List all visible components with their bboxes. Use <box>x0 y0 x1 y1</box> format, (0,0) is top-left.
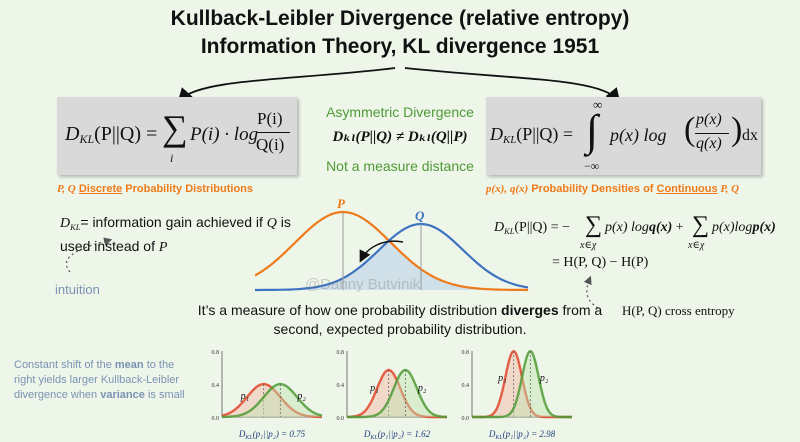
left-paren: ( <box>684 111 696 148</box>
continuous-formula-box: DKL(P||Q) = ∞ ∫ −∞ p(x) log ( p(x) q(x) … <box>486 97 761 175</box>
watermark: @Danny Butvinik <box>305 276 421 293</box>
y-tick-label: 0.4 <box>212 383 220 389</box>
discrete-formula: DKL(P||Q) = <box>65 123 158 146</box>
central-p-curve <box>255 210 529 292</box>
entropy-equation: DKL(P||Q) = − <box>494 220 570 236</box>
series-fill <box>472 351 572 417</box>
entropy-term-2: p(x)logp(x) <box>712 220 776 235</box>
p-label: P <box>337 198 346 211</box>
continuous-denominator: q(x) <box>696 135 722 152</box>
series-line <box>347 368 447 419</box>
kl-value-caption: DKL(p₁||p₂) = 2.98 <box>488 429 556 440</box>
distribution-illustration: P Q <box>255 198 530 292</box>
arrow-right-curve <box>404 67 621 103</box>
discrete-denominator: Q(i) <box>256 135 285 154</box>
y-tick-label: 0.8 <box>212 350 220 356</box>
y-tick-label: 0.4 <box>337 383 345 389</box>
not-measure-label: Not a measure distance <box>326 158 474 174</box>
y-tick-label: 0.0 <box>337 416 345 422</box>
entropy-sum-1-index: x∈χ <box>580 240 597 251</box>
continuous-lhs: DKL(P||Q) = <box>490 124 574 146</box>
info-gain-text: DKL= information gain achieved if Q is u… <box>60 214 291 255</box>
kl-value-caption: DKL(p₁||p₂) = 0.75 <box>238 429 306 440</box>
intuition-label: intuition <box>55 282 100 297</box>
central-q-curve <box>255 222 529 292</box>
series-fill <box>222 384 322 417</box>
continuous-body: p(x) log <box>610 125 667 145</box>
integral-upper: ∞ <box>593 97 603 112</box>
entropy-sum-1: ∑ <box>585 212 603 238</box>
y-tick-label: 0.4 <box>462 383 470 389</box>
y-tick-label: 0.0 <box>212 416 220 422</box>
series-fill <box>472 351 572 417</box>
shift-note: Constant shift of the mean to the right … <box>14 359 185 401</box>
title-line-1: Kullback-Leibler Divergence (relative en… <box>170 7 630 30</box>
cross-entropy-label: H(P, Q) cross entropy <box>622 303 735 318</box>
q-label: Q <box>415 208 425 223</box>
sum-symbol: ∑ <box>162 108 188 148</box>
discrete-caption: P, Q Discrete Probability Distributions <box>57 183 254 195</box>
integral-lower: −∞ <box>584 159 600 173</box>
dx: dx <box>742 127 758 144</box>
shift-arrow <box>359 240 404 263</box>
series-label: p₁ <box>240 391 249 402</box>
continuous-caption: p(x), q(x) Probability Densities of Cont… <box>486 183 740 195</box>
entropy-line-2: = H(P, Q) − H(P) <box>552 255 649 270</box>
continuous-numerator: p(x) <box>696 111 722 128</box>
series-label: p₂ <box>539 373 549 384</box>
entropy-sum-2-index: x∈χ <box>688 240 705 251</box>
series-fill <box>347 370 447 417</box>
kl-chart-2: 0.0 0.4 0.8 p₁ p₂ DKL(p₁||p₂) = 1.62 <box>337 350 447 440</box>
discrete-formula-box: DKL(P||Q) = ∑ i P(i) · log P(i) Q(i) <box>57 97 297 175</box>
entropy-sum-2: ∑ <box>692 212 710 238</box>
series-line <box>472 350 572 419</box>
fraction-bar <box>256 132 290 133</box>
discrete-body: P(i) · log <box>190 124 259 145</box>
y-tick-label: 0.8 <box>462 350 470 356</box>
y-tick-label: 0.0 <box>462 416 470 422</box>
asymmetric-label: Asymmetric Divergence <box>326 104 474 120</box>
series-label: p₂ <box>296 391 306 402</box>
right-paren: ) <box>731 111 743 148</box>
asymmetric-formula: Dₖₗ(P||Q) ≠ Dₖₗ(Q||P) <box>332 129 468 145</box>
entropy-term-1: p(x) logq(x) + <box>605 220 684 235</box>
cross-entropy-arrow <box>583 275 599 309</box>
kl-chart-1: 0.0 0.4 0.8 p₁ p₂ DKL(p₁||p₂) = 0.75 <box>212 350 323 440</box>
measure-text: It’s a measure of how one probability di… <box>197 302 603 337</box>
sum-index: i <box>170 151 174 165</box>
intuition-arrow <box>65 237 113 273</box>
y-tick-label: 0.8 <box>337 350 345 356</box>
title-line-2: Information Theory, KL divergence 1951 <box>200 35 600 58</box>
kl-chart-3: 0.0 0.4 0.8 p₁ p₂ DKL(p₁||p₂) = 2.98 <box>462 350 572 440</box>
series-fill <box>347 370 447 417</box>
integral-symbol: ∫ <box>586 106 599 155</box>
series-fill <box>222 384 322 417</box>
kl-value-caption: DKL(p₁||p₂) = 1.62 <box>363 429 431 440</box>
discrete-numerator: P(i) <box>257 109 283 128</box>
series-label: p₂ <box>417 383 427 394</box>
central-overlap <box>255 241 530 290</box>
arrow-left-curve <box>177 67 396 103</box>
series-label: p₁ <box>369 383 378 394</box>
fraction-bar-right <box>695 133 729 134</box>
series-label: p₁ <box>497 373 506 384</box>
series-line <box>222 382 323 419</box>
